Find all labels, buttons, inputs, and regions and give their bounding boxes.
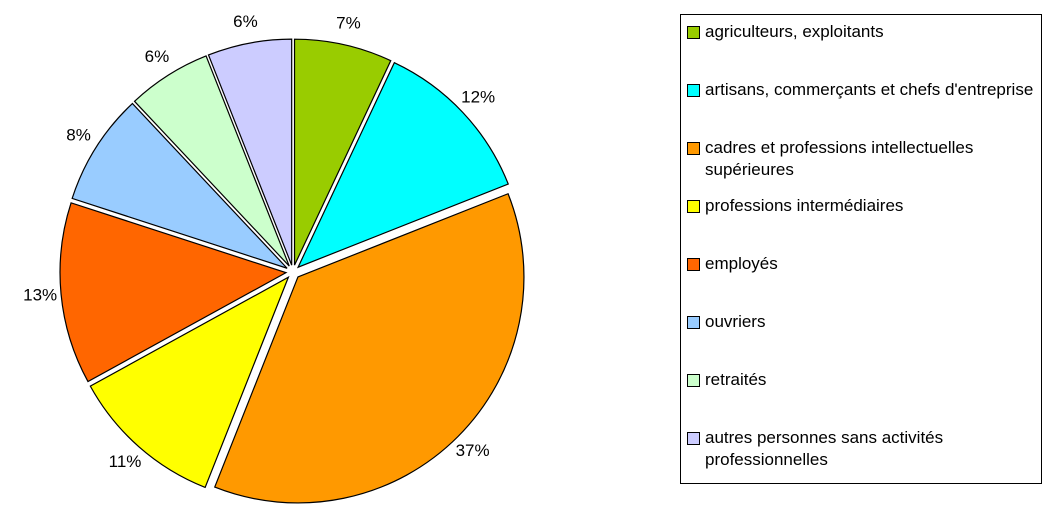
pie-slice <box>89 275 290 489</box>
pie-slice <box>207 38 293 266</box>
data-label: 12% <box>461 88 495 107</box>
data-label: 13% <box>23 285 57 304</box>
legend-entry: agriculteurs, exploitants <box>687 21 1037 43</box>
pie-slice <box>59 202 288 383</box>
legend-swatch <box>687 26 700 39</box>
legend-entry: ouvriers <box>687 311 1037 333</box>
legend-label: cadres et professions intellectuelles su… <box>705 138 974 179</box>
legend: agriculteurs, exploitants artisans, comme… <box>680 14 1042 484</box>
data-label: 7% <box>336 14 361 33</box>
legend-label: ouvriers <box>705 312 766 331</box>
legend-label: employés <box>705 254 778 273</box>
pie-area: 7% 12% 37% 11% 13% 8% 6% 6% <box>23 12 525 504</box>
legend-swatch <box>687 258 700 271</box>
legend-entry: professions intermédiaires <box>687 195 1037 217</box>
pie-slice <box>296 61 510 269</box>
legend-entry: retraités <box>687 369 1037 391</box>
pie-slice <box>71 102 288 269</box>
pie-slice <box>133 55 290 267</box>
pie-slice <box>293 38 392 266</box>
legend-entry: cadres et professions intellectuelles su… <box>687 137 1037 181</box>
legend-entry: artisans, commerçants et chefs d'entrepr… <box>687 79 1037 101</box>
legend-swatch <box>687 374 700 387</box>
legend-label: retraités <box>705 370 767 389</box>
legend-label: autres personnes sans activités professi… <box>705 428 944 469</box>
data-label: 11% <box>109 452 142 471</box>
legend-entry: employés <box>687 253 1037 275</box>
legend-label: artisans, commerçants et chefs d'entrepr… <box>705 80 1034 99</box>
legend-label: agriculteurs, exploitants <box>705 22 884 41</box>
data-label: 6% <box>233 12 258 31</box>
data-label: 8% <box>66 125 91 144</box>
data-label: 6% <box>145 47 170 66</box>
pie-slice <box>213 192 525 504</box>
data-label: 37% <box>456 441 490 460</box>
legend-swatch <box>687 142 700 155</box>
legend-swatch <box>687 200 700 213</box>
legend-swatch <box>687 432 700 445</box>
legend-swatch <box>687 84 700 97</box>
legend-swatch <box>687 316 700 329</box>
legend-label: professions intermédiaires <box>705 196 904 215</box>
legend-entry: autres personnes sans activités professi… <box>687 427 1037 471</box>
